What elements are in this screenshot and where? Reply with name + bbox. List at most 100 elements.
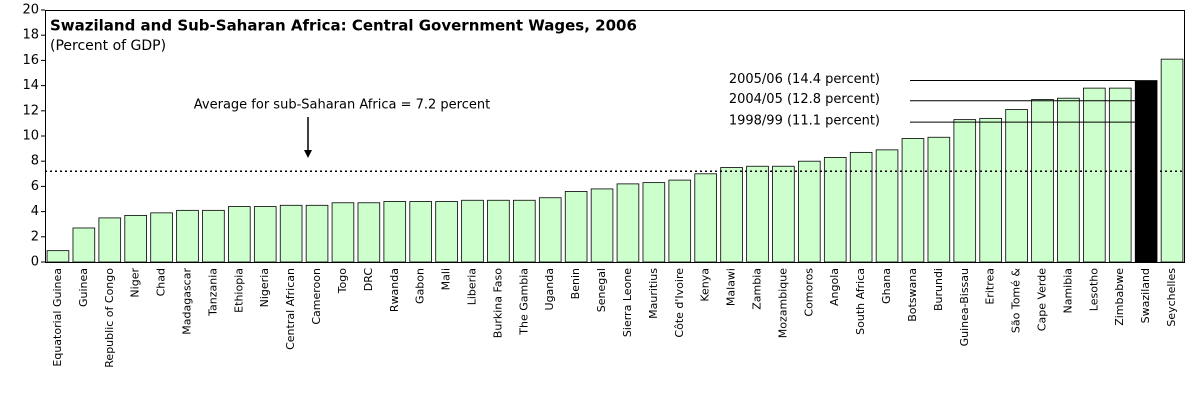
x-tick-label: Burundi xyxy=(932,268,945,311)
x-tick-label: Mozambique xyxy=(776,268,789,338)
bar xyxy=(979,117,1002,263)
bar xyxy=(98,217,122,263)
bar xyxy=(1057,97,1080,263)
reference-label: 2004/05 (12.8 percent) xyxy=(729,92,880,107)
bar xyxy=(901,138,925,263)
bar xyxy=(642,182,666,263)
x-tick-label: Gabon xyxy=(414,268,427,304)
bar xyxy=(409,201,432,263)
x-tick-label: Malawi xyxy=(725,268,738,306)
x-tick-label: Seychelles xyxy=(1165,268,1178,327)
y-tick-label: 16 xyxy=(22,53,39,68)
bar xyxy=(487,199,510,263)
bar xyxy=(176,209,199,263)
x-tick-label: Rwanda xyxy=(388,268,401,312)
bar xyxy=(279,204,303,263)
bar xyxy=(953,119,977,263)
x-tick-label: Senegal xyxy=(595,268,608,312)
x-tick-label: South Africa xyxy=(854,268,867,335)
y-tick-label: 2 xyxy=(31,229,39,244)
bar xyxy=(1108,87,1132,263)
bar xyxy=(202,209,225,263)
bar xyxy=(124,214,147,263)
bar xyxy=(668,179,692,263)
bar xyxy=(746,165,769,263)
x-tick-label: Central African xyxy=(284,268,297,350)
x-tick-label: DRC xyxy=(362,268,375,292)
bar xyxy=(513,199,536,263)
x-tick-label: Botswana xyxy=(906,268,919,322)
y-tick-label: 18 xyxy=(22,28,39,43)
x-tick-label: Niger xyxy=(129,268,142,298)
x-tick-label: Republic of Congo xyxy=(103,268,116,368)
x-tick-label: Chad xyxy=(155,268,168,296)
x-tick-label: Burkina Faso xyxy=(491,268,504,338)
bar xyxy=(772,165,795,263)
bar xyxy=(590,188,614,263)
bar xyxy=(694,173,717,263)
bar xyxy=(798,160,821,263)
x-tick-label: Mali xyxy=(440,268,453,290)
x-tick-label: Côte d'Ivoire xyxy=(673,268,686,338)
bar xyxy=(616,183,640,263)
bar xyxy=(72,227,96,263)
chart-subtitle: (Percent of GDP) xyxy=(50,38,166,54)
y-tick-label: 0 xyxy=(31,255,39,270)
bar xyxy=(46,250,70,263)
y-tick-label: 6 xyxy=(31,179,39,194)
chart-title: Swaziland and Sub-Saharan Africa: Centra… xyxy=(50,17,637,35)
x-tick-label: Guinea-Bissau xyxy=(958,268,971,346)
x-tick-label: Swaziland xyxy=(1139,268,1152,323)
x-tick-label: Zimbabwe xyxy=(1113,268,1126,326)
y-tick-label: 14 xyxy=(22,78,39,93)
y-tick-label: 12 xyxy=(22,103,39,118)
bar xyxy=(875,149,899,263)
x-tick-label: Equatorial Guinea xyxy=(51,268,64,367)
bar xyxy=(253,206,277,263)
bar xyxy=(927,136,951,263)
x-tick-label: Togo xyxy=(336,268,349,295)
x-tick-label: Tanzania xyxy=(206,268,219,317)
bar xyxy=(823,157,847,263)
y-tick-label: 10 xyxy=(22,129,39,144)
bar xyxy=(720,167,743,263)
x-tick-label: Liberia xyxy=(466,268,479,305)
x-tick-label: Benin xyxy=(569,268,582,299)
x-tick-label: Kenya xyxy=(699,268,712,302)
bar xyxy=(564,191,588,263)
bar xyxy=(228,206,251,263)
bar xyxy=(849,151,873,263)
bar xyxy=(1031,99,1054,263)
x-tick-label: Sierra Leone xyxy=(621,268,634,337)
x-tick-label: Nigeria xyxy=(258,268,271,307)
x-tick-label: The Gambia xyxy=(517,268,530,336)
bar xyxy=(357,202,381,263)
reference-label: 1998/99 (11.1 percent) xyxy=(729,114,880,129)
x-tick-label: Comoros xyxy=(802,268,815,317)
reference-label: 2005/06 (14.4 percent) xyxy=(729,72,880,87)
bar xyxy=(435,201,458,263)
x-tick-label: Namibia xyxy=(1061,268,1074,314)
bar xyxy=(461,199,484,263)
x-tick-label: Angola xyxy=(828,268,841,306)
bar xyxy=(331,202,355,263)
bar xyxy=(1005,109,1028,263)
x-tick-label: Ghana xyxy=(880,268,893,304)
bar xyxy=(538,197,562,263)
x-tick-label: Guinea xyxy=(77,268,90,307)
x-tick-label: Madagascar xyxy=(181,268,194,335)
y-tick-label: 8 xyxy=(31,154,39,169)
x-tick-label: Cape Verde xyxy=(1036,268,1049,331)
x-tick-label: Eritrea xyxy=(984,268,997,305)
y-tick-label: 20 xyxy=(22,3,39,18)
x-tick-label: Mauritius xyxy=(647,268,660,319)
x-tick-label: Ethiopia xyxy=(232,268,245,313)
bar xyxy=(150,212,173,263)
y-tick-label: 4 xyxy=(31,204,39,219)
bar xyxy=(1160,58,1184,263)
x-tick-label: Zambia xyxy=(751,268,764,310)
x-tick-label: Uganda xyxy=(543,268,556,310)
bar xyxy=(383,201,407,263)
average-label: Average for sub-Saharan Africa = 7.2 per… xyxy=(194,98,490,113)
